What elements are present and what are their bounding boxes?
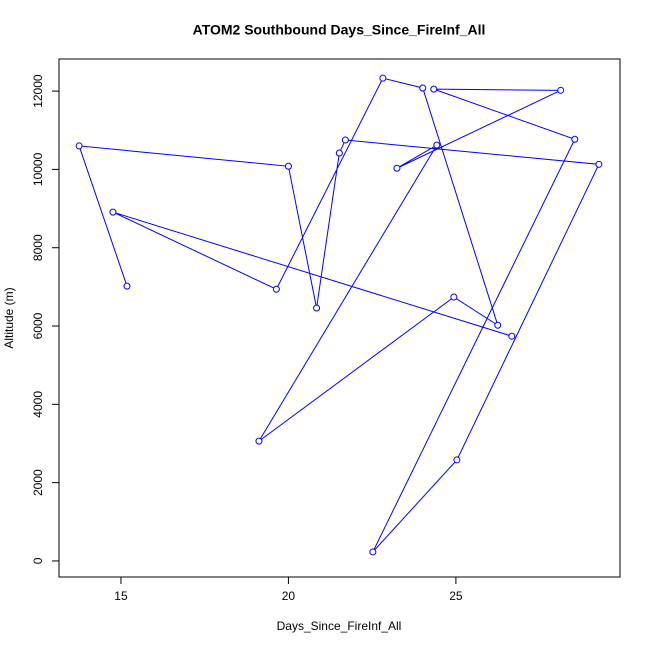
y-tick-label: 8000 bbox=[31, 234, 45, 261]
y-tick-label: 2000 bbox=[31, 469, 45, 496]
x-axis-label: Days_Since_FireInf_All bbox=[277, 619, 402, 633]
point bbox=[284, 162, 292, 170]
point bbox=[494, 321, 502, 329]
point bbox=[430, 85, 438, 93]
y-tick-label: 10000 bbox=[31, 152, 45, 186]
point bbox=[557, 86, 565, 94]
y-tick-label: 4000 bbox=[31, 391, 45, 418]
point bbox=[379, 74, 387, 82]
point bbox=[393, 164, 401, 172]
x-tick-label: 25 bbox=[449, 589, 463, 603]
point bbox=[75, 142, 83, 150]
y-tick-label: 0 bbox=[31, 557, 45, 564]
point bbox=[571, 135, 579, 143]
point bbox=[109, 208, 117, 216]
chart-title: ATOM2 Southbound Days_Since_FireInf_All bbox=[193, 22, 486, 38]
point bbox=[255, 437, 263, 445]
x-tick-label: 20 bbox=[282, 589, 296, 603]
point bbox=[313, 304, 321, 312]
point bbox=[272, 285, 280, 293]
point bbox=[341, 136, 349, 144]
point bbox=[419, 84, 427, 92]
point bbox=[369, 548, 377, 556]
point bbox=[450, 293, 458, 301]
y-tick-label: 12000 bbox=[31, 74, 45, 108]
point bbox=[433, 141, 441, 149]
point bbox=[123, 282, 131, 290]
y-axis-label: Altitude (m) bbox=[2, 287, 16, 348]
point bbox=[508, 332, 516, 340]
point bbox=[595, 160, 603, 168]
y-tick-label: 6000 bbox=[31, 312, 45, 339]
series-line bbox=[78, 77, 600, 553]
point bbox=[453, 456, 461, 464]
plot-frame bbox=[58, 58, 621, 578]
point bbox=[335, 149, 343, 157]
x-tick-label: 15 bbox=[114, 589, 128, 603]
